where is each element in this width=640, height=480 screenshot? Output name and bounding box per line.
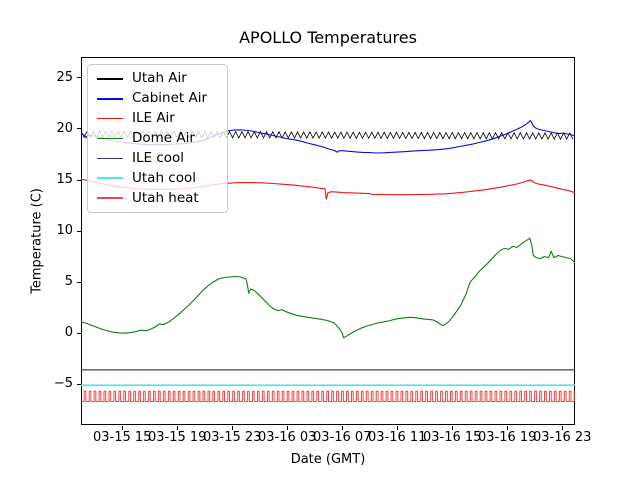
x-tick-label: 03-15 23 (203, 430, 262, 445)
legend-line-sample (97, 157, 123, 160)
x-tick-mark (396, 426, 398, 430)
y-tick-label: 0 (64, 325, 73, 341)
y-tick-mark (77, 230, 81, 232)
legend: Utah Air Cabinet Air ILE Air Dome Air ILE co… (87, 64, 228, 213)
y-tick-label: 20 (56, 120, 73, 136)
y-tick-label: 15 (56, 172, 73, 187)
x-tick-mark (506, 426, 508, 430)
x-tick-label: 03-16 07 (312, 430, 372, 445)
x-tick-label: 03-16 11 (367, 430, 427, 445)
legend-item: ILE cool (88, 148, 227, 168)
x-tick-mark (561, 426, 563, 430)
y-tick-mark (77, 281, 81, 283)
y-tick-mark (77, 128, 81, 130)
legend-item-label: Utah cool (132, 169, 196, 186)
legend-item: Utah cool (88, 168, 227, 188)
series-line-dome-air (81, 237, 575, 339)
legend-item: ILE Air (88, 109, 227, 129)
x-axis-label: Date (GMT) (290, 452, 366, 467)
x-tick-label: 03-16 19 (477, 430, 537, 445)
legend-line-sample (97, 117, 123, 120)
y-tick-label: 25 (56, 69, 73, 85)
legend-item-label: Dome Air (132, 130, 195, 146)
legend-line-sample (97, 177, 123, 180)
legend-item-label: ILE Air (132, 110, 175, 127)
x-tick-mark (176, 426, 178, 430)
y-tick-label: 5 (64, 274, 73, 290)
legend-item: Utah Air (88, 69, 227, 89)
legend-item: Cabinet Air (88, 89, 227, 109)
x-tick-mark (286, 426, 288, 430)
y-tick-label: 10 (56, 223, 73, 239)
legend-line-sample (97, 137, 123, 140)
y-tick-mark (77, 332, 81, 334)
chart-title: APOLLO Temperatures (239, 28, 417, 47)
legend-item-label: Utah Air (132, 70, 187, 87)
x-tick-label: 03-15 19 (148, 430, 207, 445)
legend-item-label: Utah heat (132, 189, 199, 206)
legend-line-sample (97, 78, 123, 80)
x-tick-mark (341, 426, 343, 430)
x-tick-mark (231, 426, 233, 430)
legend-item-label: ILE cool (132, 149, 185, 166)
x-tick-label: 03-16 15 (422, 430, 482, 445)
y-tick-mark (77, 383, 81, 385)
x-tick-mark (121, 426, 123, 430)
legend-line-sample (97, 197, 123, 199)
y-tick-mark (77, 77, 81, 79)
x-tick-label: 03-15 15 (93, 430, 152, 445)
legend-item: Dome Air (88, 129, 227, 149)
y-tick-label: −5 (53, 376, 73, 392)
y-axis-label: Temperature (C) (29, 188, 45, 294)
x-tick-mark (451, 426, 453, 430)
x-tick-label: 03-16 03 (257, 430, 317, 445)
y-tick-mark (77, 179, 81, 181)
x-tick-label: 03-16 23 (532, 430, 592, 445)
series-line-utah-heat (81, 390, 575, 402)
legend-item: Utah heat (88, 188, 227, 208)
legend-line-sample (97, 98, 123, 100)
legend-item-label: Cabinet Air (132, 90, 208, 107)
